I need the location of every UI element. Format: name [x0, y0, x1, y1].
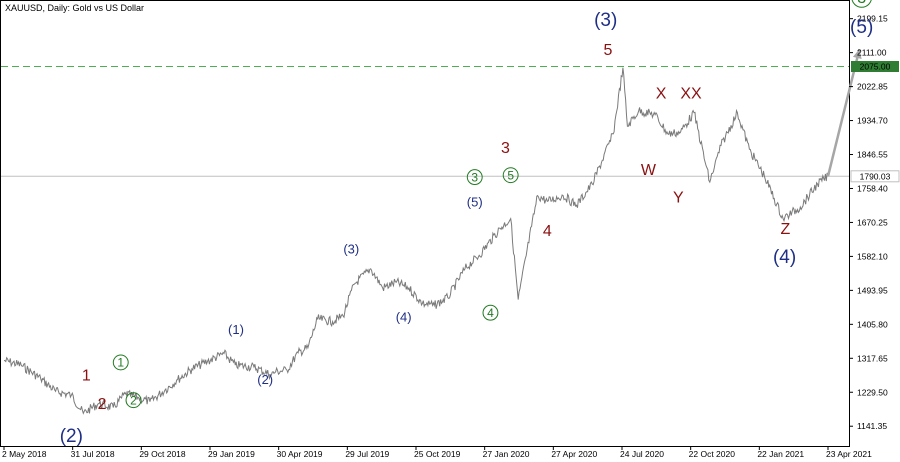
y-tick-label: 1229.50: [857, 387, 888, 397]
x-tick-label: 31 Jul 2018: [71, 449, 115, 459]
x-tick-label: 27 Apr 2020: [551, 449, 597, 459]
wave-label-circle: [125, 392, 142, 409]
x-tick-label: 22 Oct 2020: [689, 449, 736, 459]
x-tick-label: 2 May 2018: [2, 449, 47, 459]
y-tick-label: 1846.55: [857, 150, 888, 160]
wave-label: Y: [673, 190, 684, 207]
wave-label: 5: [604, 42, 613, 59]
level-price-badge: [851, 60, 899, 72]
wave-label-circle: [112, 354, 129, 371]
price-series-line: [3, 67, 829, 415]
x-tick-label: 30 Apr 2019: [277, 449, 323, 459]
x-tick-label: 25 Oct 2019: [414, 449, 461, 459]
x-tick-label: 24 Jul 2020: [620, 449, 664, 459]
x-tick-label: 29 Oct 2018: [139, 449, 186, 459]
level-price-label: 2075.00: [860, 61, 891, 71]
wave-label-circle: [851, 0, 872, 8]
y-tick-label: 1670.25: [857, 217, 888, 227]
forecast-arrow-head: [852, 49, 862, 59]
wave-label: 3: [471, 170, 478, 184]
wave-label: (1): [228, 322, 244, 337]
wave-label: XX: [680, 85, 702, 102]
x-tick-label: 29 Jan 2019: [208, 449, 255, 459]
y-tick-label: 1934.70: [857, 116, 888, 126]
wave-label-circle: [482, 304, 499, 321]
current-price-badge: [850, 170, 900, 183]
x-tick-label: 22 Jan 2021: [757, 449, 804, 459]
wave-label: 5: [507, 168, 514, 182]
wave-label: X: [656, 85, 667, 102]
wave-label: (3): [343, 241, 359, 256]
wave-label: (2): [60, 426, 83, 447]
wave-label: (4): [773, 247, 796, 268]
wave-label: (5): [850, 17, 873, 38]
chart-title: XAUUSD, Daily: Gold vs US Dollar: [5, 3, 145, 13]
current-price-label: 1790.03: [860, 171, 891, 181]
wave-label: 1: [117, 356, 124, 370]
wave-label-circle: [502, 167, 519, 184]
y-tick-label: 1493.95: [857, 285, 888, 295]
wave-label: Z: [780, 221, 790, 238]
y-tick-label: 2022.85: [857, 82, 888, 92]
y-tick-label: 1758.40: [857, 183, 888, 193]
wave-label: W: [641, 162, 657, 179]
wave-label: 3: [501, 140, 510, 157]
wave-label: 2: [130, 393, 137, 407]
wave-label: (3): [594, 10, 617, 31]
x-tick-label: 27 Jan 2020: [483, 449, 530, 459]
wave-label: 1: [82, 368, 91, 385]
wave-label: 3: [857, 0, 866, 7]
wave-label: (5): [467, 194, 483, 209]
wave-label: (4): [396, 310, 412, 325]
plot-frame: [0, 0, 850, 447]
wave-label: (2): [257, 372, 273, 387]
y-tick-label: 2111.00: [857, 48, 887, 58]
y-tick-label: 1405.80: [857, 319, 888, 329]
wave-label-circle: [466, 169, 483, 186]
wave-label: 4: [543, 223, 552, 240]
wave-label: 4: [487, 306, 494, 320]
y-tick-label: 1582.10: [857, 251, 888, 261]
y-tick-label: 1141.35: [857, 421, 887, 431]
x-tick-label: 23 Apr 2021: [826, 449, 872, 459]
x-tick-label: 29 Jul 2019: [345, 449, 389, 459]
wave-label: 2: [98, 396, 107, 413]
y-tick-label: 2199.15: [857, 14, 888, 24]
y-tick-label: 1317.65: [857, 353, 888, 363]
